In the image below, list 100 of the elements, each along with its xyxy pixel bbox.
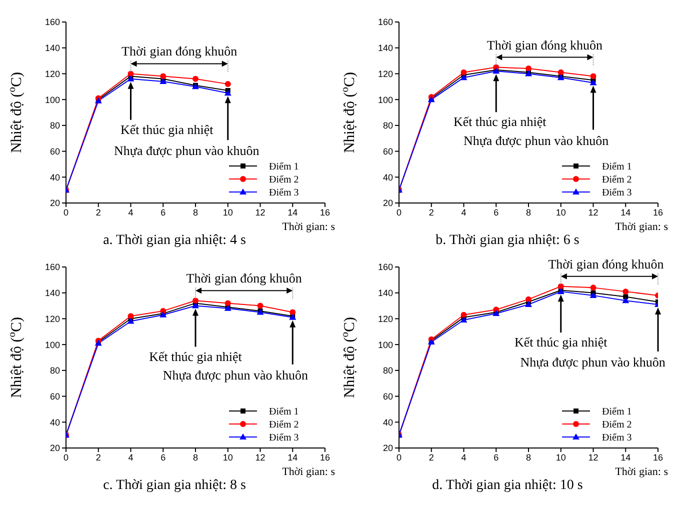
x-tick-label: 6 [494,452,499,462]
x-tick-label: 4 [128,452,134,462]
x-axis-title: Thời gian: s [614,466,669,478]
x-tick-label: 4 [128,207,134,218]
x-tick-label: 16 [320,207,330,218]
y-tick-label: 140 [378,288,393,298]
y-tick-label: 80 [382,366,393,376]
point [224,90,232,96]
point [526,66,532,72]
text: a. Thời gian gia nhiệt: 4 s [102,233,247,249]
y-tick-label: 80 [50,120,60,131]
legend-label: Điểm 2 [602,420,632,430]
x-tick-label: 0 [63,452,69,462]
x-tick-label: 6 [494,207,499,218]
x-tick-label: 0 [396,452,402,462]
y-tick-label: 60 [50,391,60,402]
x-tick-label: 8 [526,207,532,218]
x-tick-label: 12 [588,452,598,462]
y-tick-label: 100 [44,340,60,350]
point [558,69,564,76]
x-tick-label: 12 [255,207,266,218]
legend-label: Điểm 3 [602,188,632,198]
y-tick-label: 80 [382,120,393,131]
text: d. Thời gian gia nhiệt: 10 s [431,478,584,494]
annotation: Thời gian đóng khuôn [186,270,302,286]
x-tick-label: 10 [222,452,233,462]
point [192,298,198,304]
point [622,288,629,295]
annotation: Kết thúc gia nhiệt [514,334,608,350]
y-tick-label: 40 [50,172,60,182]
y-tick-label: 140 [44,288,60,298]
y-tick-label: 120 [378,68,393,79]
y-tick-label: 40 [382,172,393,182]
point [257,302,264,309]
x-axis-title: Thời gian: s [281,466,336,478]
legend-label: Điểm 3 [269,188,299,198]
x-tick-label: 0 [396,207,402,218]
x-tick-label: 6 [160,207,166,218]
point [192,302,199,308]
legend-label: Điểm 2 [269,174,299,186]
point [590,73,596,80]
y-tick-label: 160 [44,17,60,28]
x-tick-label: 14 [620,452,631,462]
legend-label: Điểm 2 [602,174,632,186]
point [590,284,596,291]
y-tick-label: 20 [50,198,60,208]
point [224,300,231,306]
point [622,297,630,304]
annotation: Thời gian đóng khuôn [548,256,664,272]
y-tick-label: 100 [44,94,60,105]
x-axis-title: Thời gian: s [614,221,669,233]
y-tick-label: 160 [378,262,393,272]
x-tick-label: 8 [526,452,532,462]
x-tick-label: 8 [192,207,198,218]
point [460,312,467,318]
y-tick-label: 120 [378,314,393,324]
x-tick-label: 14 [288,207,298,218]
y-tick-label: 40 [382,417,393,428]
point [160,73,166,80]
annotation: Kết thúc gia nhiệt [149,348,242,364]
legend-label: Điểm 3 [602,432,632,444]
point [590,79,597,86]
y-tick-label: 20 [50,443,60,454]
y-tick-label: 160 [44,262,60,272]
x-axis-title: Thời gian: s [281,221,336,233]
x-tick-label: 10 [556,452,566,462]
point [460,74,468,80]
x-tick-label: 16 [652,207,664,218]
annotation: Nhựa được phun vào khuôn [463,132,610,148]
x-tick-label: 2 [428,452,434,462]
x-tick-label: 12 [255,452,266,462]
annotation: Nhựa được phun vào khuôn [114,143,260,158]
x-tick-label: 4 [461,207,466,218]
y-tick-label: 100 [378,94,393,105]
y-tick-label: 100 [378,340,393,350]
x-tick-label: 2 [96,207,101,218]
y-tick-label: 20 [382,443,393,454]
legend-label: Điểm 1 [602,162,632,172]
x-tick-label: 14 [288,452,298,462]
x-tick-label: 10 [556,207,566,218]
point [160,78,167,84]
x-tick-label: 2 [96,452,101,462]
point [290,309,296,316]
y-tick-label: 60 [50,146,60,156]
point [127,75,134,82]
x-tick-label: 2 [428,207,434,218]
point [525,300,532,307]
point [127,318,134,324]
x-tick-label: 10 [222,207,233,218]
text: c. Thời gian gia nhiệt: 8 s [102,478,247,494]
x-tick-label: 4 [461,452,466,462]
x-tick-label: 12 [588,207,598,218]
point [128,70,134,77]
annotation: Kết thúc gia nhiệt [120,122,214,137]
y-tick-label: 160 [378,17,393,28]
y-tick-label: 80 [50,366,60,376]
y-tick-label: 120 [44,68,60,79]
x-tick-label: 16 [652,452,664,462]
y-tick-label: 40 [50,417,60,428]
y-tick-label: 60 [382,391,393,402]
